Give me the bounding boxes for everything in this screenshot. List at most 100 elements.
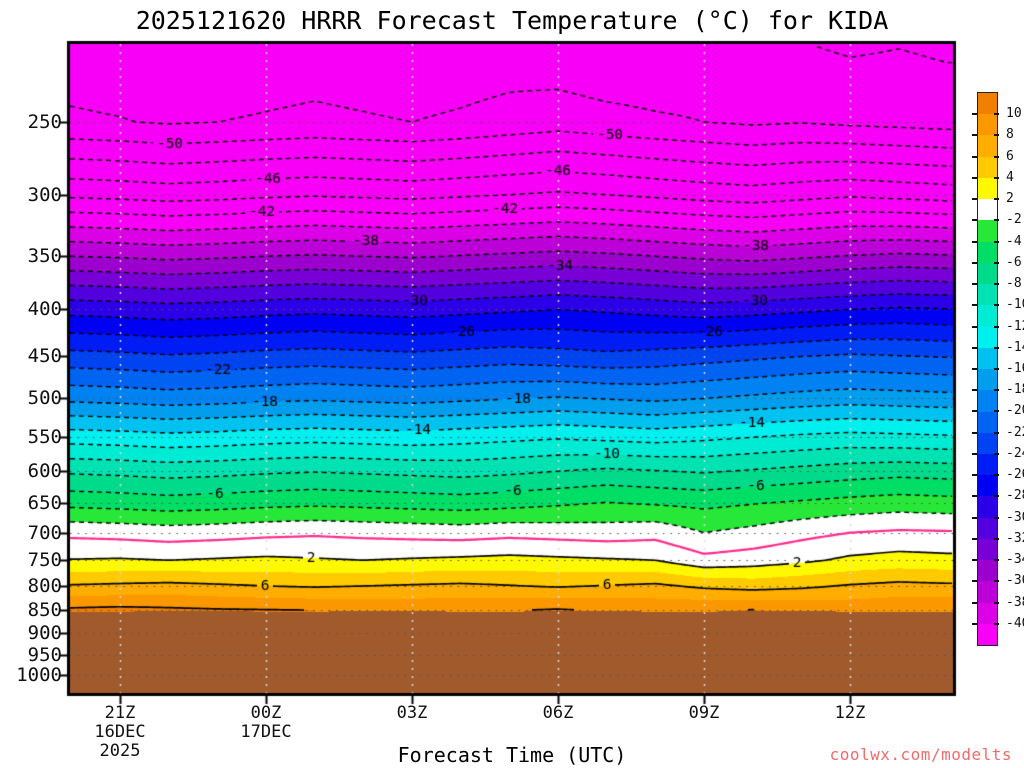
colorbar-tick-label: -18 xyxy=(1006,382,1024,398)
colorbar-tick-mark xyxy=(994,261,999,264)
colorbar-segment xyxy=(978,602,997,624)
colorbar-segment xyxy=(978,475,997,497)
colorbar-tick-label: 8 xyxy=(1006,127,1014,143)
colorbar-tick-mark xyxy=(994,410,999,413)
y-axis-tick-label: 900 xyxy=(27,621,62,644)
colorbar-tick-mark xyxy=(994,622,999,625)
colorbar-tick-label: -20 xyxy=(1006,403,1024,419)
colorbar-segment xyxy=(978,326,997,348)
colorbar-segment xyxy=(978,241,997,263)
colorbar-tick-mark xyxy=(972,431,977,434)
colorbar-tick-mark xyxy=(994,580,999,583)
colorbar-tick-mark xyxy=(994,155,999,158)
colorbar-tick-label: -24 xyxy=(1006,445,1024,461)
colorbar xyxy=(977,92,998,646)
colorbar-tick-mark xyxy=(972,389,977,392)
colorbar-tick-mark xyxy=(994,219,999,222)
colorbar-segment xyxy=(978,305,997,327)
colorbar-tick-mark xyxy=(972,516,977,519)
colorbar-tick-mark xyxy=(972,346,977,349)
branding-watermark[interactable]: coolwx.com/modelts xyxy=(829,745,1012,764)
colorbar-tick-mark xyxy=(972,304,977,307)
colorbar-tick-label: -40 xyxy=(1006,615,1024,631)
colorbar-tick-mark xyxy=(972,134,977,137)
colorbar-tick-mark xyxy=(972,283,977,286)
colorbar-segment xyxy=(978,199,997,221)
colorbar-segment xyxy=(978,432,997,454)
colorbar-segment xyxy=(978,453,997,476)
colorbar-tick-mark xyxy=(994,176,999,179)
colorbar-tick-mark xyxy=(994,368,999,370)
x-axis-date-label: 2025 xyxy=(99,741,141,761)
colorbar-segment xyxy=(978,369,997,391)
colorbar-tick-mark xyxy=(972,198,977,201)
y-axis-tick-label: 800 xyxy=(27,574,62,597)
colorbar-tick-label: -8 xyxy=(1006,276,1022,292)
colorbar-segment xyxy=(978,581,997,603)
colorbar-tick-mark xyxy=(994,346,999,349)
y-axis-tick-label: 300 xyxy=(27,183,62,206)
colorbar-tick-label: -34 xyxy=(1006,552,1024,568)
colorbar-tick-mark xyxy=(972,495,977,498)
x-axis-date-label: 17DEC xyxy=(240,722,292,742)
colorbar-tick-mark xyxy=(972,622,977,625)
y-axis-tick-label: 500 xyxy=(27,387,62,410)
colorbar-tick-mark xyxy=(994,431,999,434)
colorbar-tick-mark xyxy=(972,240,977,243)
colorbar-tick-mark xyxy=(972,537,977,540)
colorbar-segment xyxy=(978,177,997,200)
colorbar-tick-mark xyxy=(972,261,977,264)
colorbar-segment xyxy=(978,262,997,285)
colorbar-tick-mark xyxy=(994,134,999,137)
colorbar-tick-mark xyxy=(994,516,999,519)
colorbar-tick-label: 2 xyxy=(1006,191,1014,207)
colorbar-tick-mark xyxy=(972,176,977,179)
colorbar-segment xyxy=(978,220,997,242)
colorbar-tick-mark xyxy=(972,219,977,222)
colorbar-segment xyxy=(978,156,997,178)
y-axis-tick-label: 350 xyxy=(27,245,62,268)
colorbar-segment xyxy=(978,135,997,157)
colorbar-tick-label: 6 xyxy=(1006,148,1014,164)
colorbar-tick-label: -14 xyxy=(1006,339,1024,355)
colorbar-tick-label: -38 xyxy=(1006,594,1024,610)
x-axis-tick-label: 12Z xyxy=(834,703,866,723)
colorbar-segment xyxy=(978,623,997,646)
colorbar-segment xyxy=(978,114,997,136)
colorbar-segment xyxy=(978,93,997,115)
colorbar-tick-mark xyxy=(994,495,999,498)
colorbar-tick-label: -6 xyxy=(1006,254,1022,270)
y-axis-tick-label: 600 xyxy=(27,460,62,483)
colorbar-tick-label: -30 xyxy=(1006,509,1024,525)
y-axis-tick-label: 950 xyxy=(27,643,62,666)
colorbar-tick-mark xyxy=(994,601,999,604)
colorbar-tick-mark xyxy=(972,580,977,583)
colorbar-tick-mark xyxy=(972,155,977,158)
x-axis-tick-label: 09Z xyxy=(688,703,720,723)
colorbar-tick-label: -32 xyxy=(1006,530,1024,546)
y-axis-tick-label: 850 xyxy=(27,599,62,622)
colorbar-tick-label: 10 xyxy=(1006,106,1022,122)
colorbar-segment xyxy=(978,517,997,539)
y-axis-tick-label: 1000 xyxy=(16,663,62,686)
y-axis-tick-label: 650 xyxy=(27,492,62,515)
colorbar-tick-label: 4 xyxy=(1006,169,1014,185)
y-axis-tick-label: 700 xyxy=(27,521,62,544)
colorbar-segment xyxy=(978,347,997,370)
x-axis-tick-label: 06Z xyxy=(542,703,574,723)
y-axis-tick-label: 550 xyxy=(27,425,62,448)
colorbar-segment xyxy=(978,538,997,561)
y-axis-tick-label: 450 xyxy=(27,345,62,368)
colorbar-tick-mark xyxy=(994,537,999,540)
colorbar-tick-label: -12 xyxy=(1006,318,1024,334)
y-axis-tick-label: 750 xyxy=(27,549,62,572)
x-axis-tick-label: 21Z xyxy=(104,703,136,723)
x-axis-tick-label: 00Z xyxy=(250,703,282,723)
x-axis-tick-label: 03Z xyxy=(396,703,428,723)
colorbar-tick-mark xyxy=(972,452,977,455)
y-axis-tick-label: 250 xyxy=(27,111,62,133)
colorbar-tick-label: -26 xyxy=(1006,467,1024,483)
colorbar-tick-mark xyxy=(994,325,999,328)
